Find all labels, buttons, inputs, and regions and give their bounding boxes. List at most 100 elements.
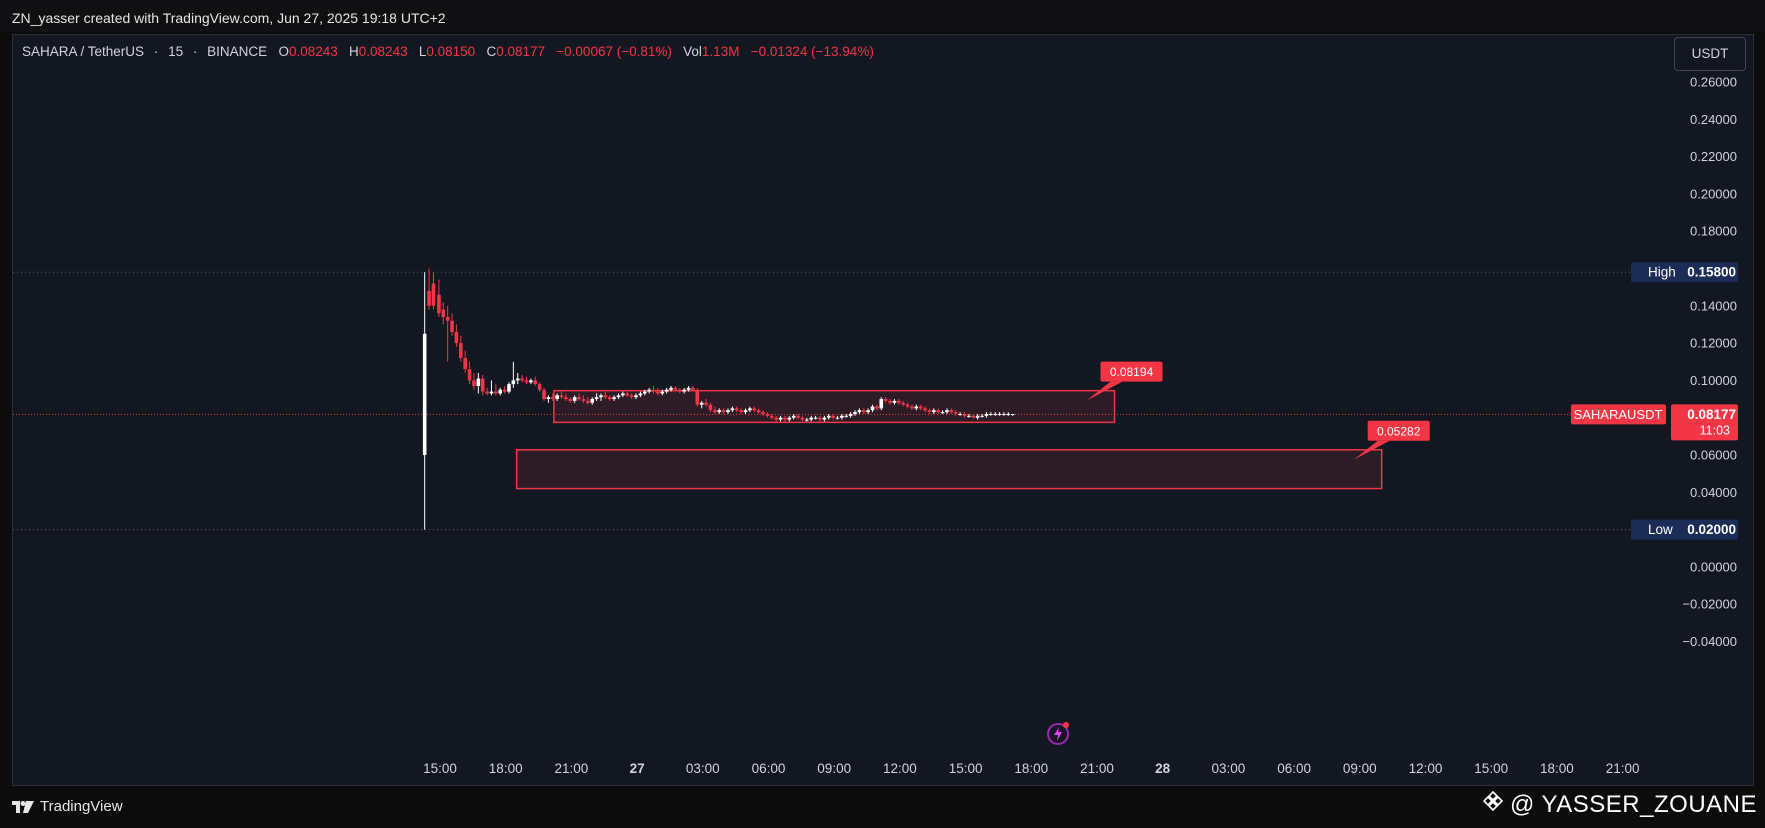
- candle[interactable]: [691, 385, 695, 392]
- candle[interactable]: [480, 374, 485, 396]
- candle[interactable]: [454, 324, 459, 347]
- candle[interactable]: [883, 397, 888, 403]
- candle[interactable]: [980, 413, 984, 418]
- candle[interactable]: [765, 412, 770, 418]
- candle[interactable]: [647, 387, 651, 394]
- candle[interactable]: [612, 395, 616, 401]
- candle[interactable]: [507, 382, 511, 394]
- candle[interactable]: [853, 410, 857, 416]
- candle[interactable]: [958, 412, 962, 416]
- candle[interactable]: [603, 391, 608, 400]
- flash-icon[interactable]: [1046, 720, 1072, 746]
- candle[interactable]: [743, 408, 748, 414]
- candle[interactable]: [910, 404, 914, 411]
- candle[interactable]: [927, 408, 932, 414]
- candle[interactable]: [997, 412, 1002, 416]
- candle[interactable]: [822, 415, 827, 422]
- candle[interactable]: [586, 397, 590, 405]
- candle[interactable]: [524, 376, 529, 385]
- candle[interactable]: [533, 376, 538, 386]
- candle[interactable]: [796, 413, 800, 420]
- candle[interactable]: [791, 413, 796, 420]
- candle[interactable]: [940, 410, 945, 414]
- candle[interactable]: [717, 408, 722, 414]
- candle[interactable]: [787, 415, 792, 422]
- candle[interactable]: [988, 412, 993, 416]
- candle[interactable]: [1002, 412, 1006, 416]
- candle[interactable]: [923, 406, 927, 413]
- candle[interactable]: [932, 408, 936, 414]
- candle[interactable]: [616, 393, 621, 400]
- candle[interactable]: [686, 385, 691, 392]
- candle[interactable]: [621, 391, 625, 398]
- candle[interactable]: [752, 406, 757, 413]
- legend-pair[interactable]: SAHARA / TetherUS: [22, 44, 145, 59]
- candle[interactable]: [590, 397, 595, 405]
- candle[interactable]: [695, 387, 700, 407]
- candle[interactable]: [520, 374, 524, 383]
- candle[interactable]: [673, 385, 678, 392]
- candle[interactable]: [975, 413, 980, 420]
- candle[interactable]: [664, 387, 669, 394]
- candle[interactable]: [437, 279, 441, 317]
- candle[interactable]: [550, 393, 555, 401]
- candle[interactable]: [800, 415, 805, 422]
- zone-callout-box[interactable]: [1367, 420, 1430, 441]
- candle[interactable]: [1006, 412, 1011, 416]
- candle[interactable]: [704, 399, 708, 407]
- candle[interactable]: [888, 399, 892, 405]
- candle[interactable]: [476, 372, 481, 394]
- candle[interactable]: [542, 387, 546, 401]
- candle[interactable]: [1010, 413, 1015, 416]
- candle[interactable]: [844, 413, 849, 418]
- candle[interactable]: [568, 397, 573, 403]
- candle[interactable]: [761, 410, 765, 416]
- candle[interactable]: [826, 413, 831, 420]
- candle[interactable]: [463, 350, 467, 373]
- candle[interactable]: [774, 415, 778, 422]
- candle[interactable]: [879, 397, 884, 411]
- candle[interactable]: [634, 393, 638, 400]
- chart-frame[interactable]: [12, 34, 1754, 786]
- candle[interactable]: [629, 393, 634, 400]
- candle[interactable]: [669, 385, 673, 392]
- candle[interactable]: [805, 417, 809, 422]
- candle[interactable]: [572, 395, 577, 403]
- candle[interactable]: [778, 415, 783, 422]
- candle[interactable]: [748, 406, 752, 413]
- candle[interactable]: [529, 378, 533, 385]
- candle[interactable]: [967, 413, 971, 418]
- candle[interactable]: [897, 399, 901, 405]
- candle[interactable]: [441, 302, 446, 325]
- legend-interval[interactable]: 15: [168, 44, 184, 59]
- candle[interactable]: [831, 413, 835, 420]
- candle[interactable]: [555, 393, 559, 401]
- candle[interactable]: [581, 395, 586, 403]
- candle[interactable]: [678, 387, 682, 394]
- candle[interactable]: [783, 415, 787, 422]
- candle[interactable]: [848, 412, 853, 418]
- candle[interactable]: [559, 391, 564, 400]
- candle[interactable]: [656, 387, 660, 396]
- candle[interactable]: [901, 400, 905, 407]
- candle[interactable]: [769, 413, 774, 420]
- candle[interactable]: [721, 408, 726, 414]
- candle[interactable]: [809, 415, 814, 422]
- candle[interactable]: [945, 408, 949, 414]
- candle[interactable]: [682, 387, 686, 394]
- candle[interactable]: [450, 313, 454, 336]
- currency-button[interactable]: USDT: [1674, 37, 1746, 71]
- candle[interactable]: [875, 404, 879, 411]
- candle[interactable]: [936, 408, 941, 414]
- candle[interactable]: [594, 393, 599, 401]
- candle[interactable]: [472, 372, 476, 390]
- candle[interactable]: [638, 391, 643, 398]
- candle[interactable]: [599, 393, 603, 401]
- candle[interactable]: [953, 410, 958, 416]
- candle[interactable]: [866, 408, 870, 414]
- candle[interactable]: [739, 408, 743, 414]
- candle[interactable]: [730, 406, 735, 413]
- candle[interactable]: [713, 406, 717, 414]
- candle[interactable]: [515, 372, 520, 385]
- candle[interactable]: [835, 415, 840, 420]
